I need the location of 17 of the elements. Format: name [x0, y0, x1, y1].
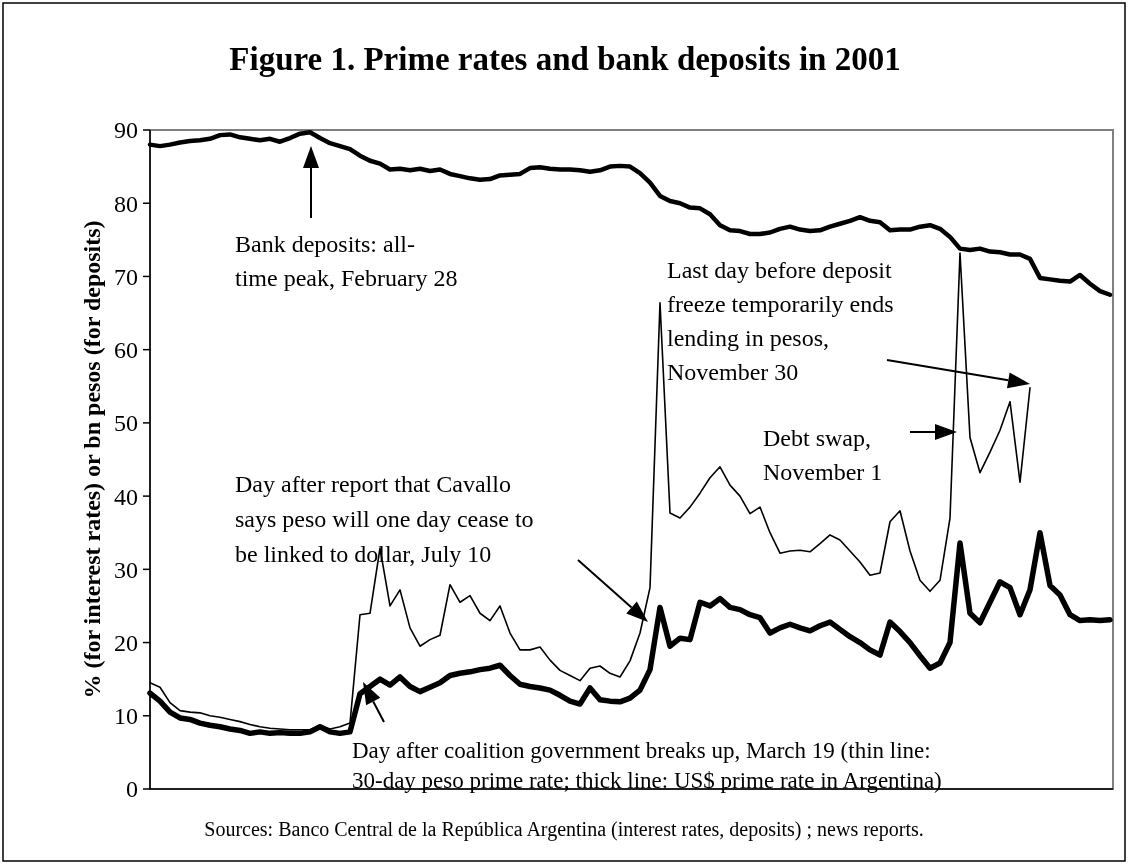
- y-tick-label: 80: [114, 190, 138, 217]
- annotation: Debt swap, November 1: [763, 425, 883, 485]
- y-tick-label: 40: [114, 483, 138, 510]
- y-axis-title: % (for interest rates) or bn pesos (for deposits): [79, 220, 105, 699]
- annotation: Day after coalition government breaks up, March 19 (thin line: 30-day peso prime rate; thick line: US$ prime rate in Argentina): [352, 738, 942, 793]
- source-note: Sources: Banco Central de la República Argentina (interest rates, deposits) ; news reports.: [204, 818, 924, 841]
- y-tick-label: 10: [114, 703, 138, 730]
- y-tick-label: 60: [114, 337, 138, 364]
- annotation: Last day before deposit freeze temporarily ends lending in pesos, November 30: [667, 257, 894, 385]
- y-tick-label: 50: [114, 410, 138, 437]
- y-tick-label: 90: [114, 117, 138, 144]
- chart-title: Figure 1. Prime rates and bank deposits in 2001: [229, 41, 901, 77]
- annotation: Bank deposits: all-time peak, February 28: [235, 231, 458, 291]
- y-tick-label: 70: [114, 263, 138, 290]
- y-tick-label: 20: [114, 629, 138, 656]
- y-tick-label: 30: [114, 556, 138, 583]
- y-tick-label: 0: [126, 776, 138, 803]
